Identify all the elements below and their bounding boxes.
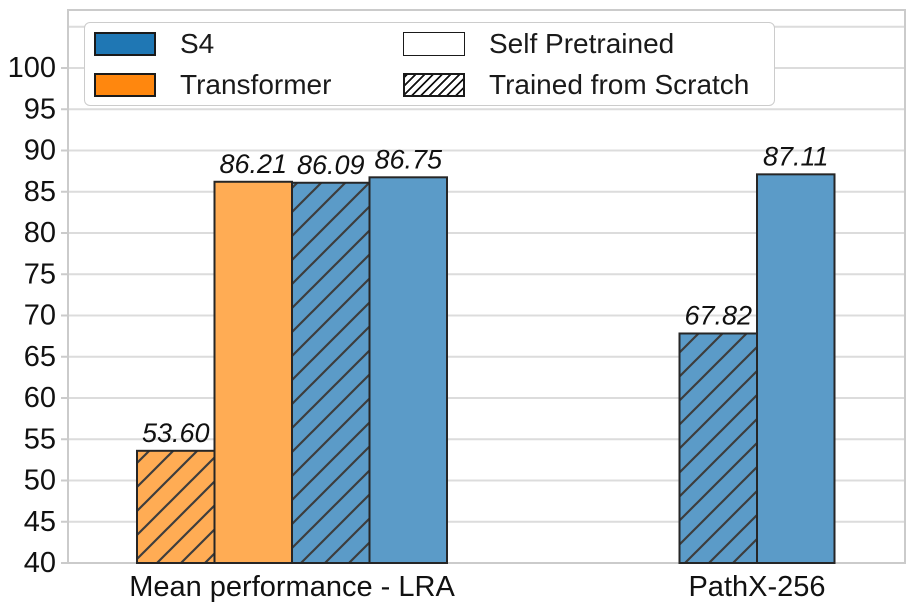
legend-swatch-orange-icon [94,72,156,97]
legend-swatch-blue-icon [94,31,156,56]
plot-frame [61,9,906,564]
y-tick-label: 55 [24,423,56,455]
bar-outline [368,176,448,564]
y-tick-label: 65 [24,341,56,373]
legend-swatch-hatch-icon [403,72,465,97]
bar-value-label: 53.60 [142,418,210,448]
bar [757,174,835,563]
y-tick-label: 50 [24,465,56,497]
bar [369,177,447,563]
y-tick-label: 70 [24,300,56,332]
legend-item: Transformer [85,69,394,101]
bar-hatch-overlay [137,450,215,563]
plot-frame-rect [67,9,906,564]
legend: S4 Transformer Self Pretrained Trained from… [84,22,775,106]
y-tick-label: 85 [24,176,56,208]
legend-label: S4 [180,27,215,59]
bar-value-label: 86.09 [297,150,365,180]
y-tick-label: 95 [24,93,56,125]
legend-item: S4 [85,28,394,60]
y-tick-label: 90 [24,135,56,167]
legend-item: Trained from Scratch [394,69,774,101]
bar [214,181,292,563]
bar-value-label: 87.11 [763,141,829,171]
legend-item: Self Pretrained [394,28,774,60]
bar-hatch-overlay [292,182,370,563]
bar-value-label: 67.82 [684,300,752,330]
x-category-label: Mean performance - LRA [129,571,455,603]
axis-labels: 40 45 50 55 60 65 70 75 80 85 90 95 100 53.60 86.21 86.… [8,52,829,603]
bar-value-label: 86.21 [219,149,287,179]
legend-swatch-white-icon [403,31,465,56]
y-tick-label: 40 [24,547,56,579]
bar-value-label: 86.75 [374,144,443,174]
bar-outline [756,173,836,564]
y-tick-label: 75 [24,258,56,290]
y-tick-label: 80 [24,217,56,249]
y-tick-label: 60 [24,382,56,414]
bar-hatch-overlay [679,333,757,563]
y-tick-label: 100 [8,52,56,84]
bars [136,173,836,565]
x-category-label: PathX-256 [688,571,825,603]
legend-label: Self Pretrained [489,27,675,59]
legend-label: Trained from Scratch [489,68,750,100]
y-tick-label: 45 [24,506,56,538]
legend-label: Transformer [180,68,332,100]
